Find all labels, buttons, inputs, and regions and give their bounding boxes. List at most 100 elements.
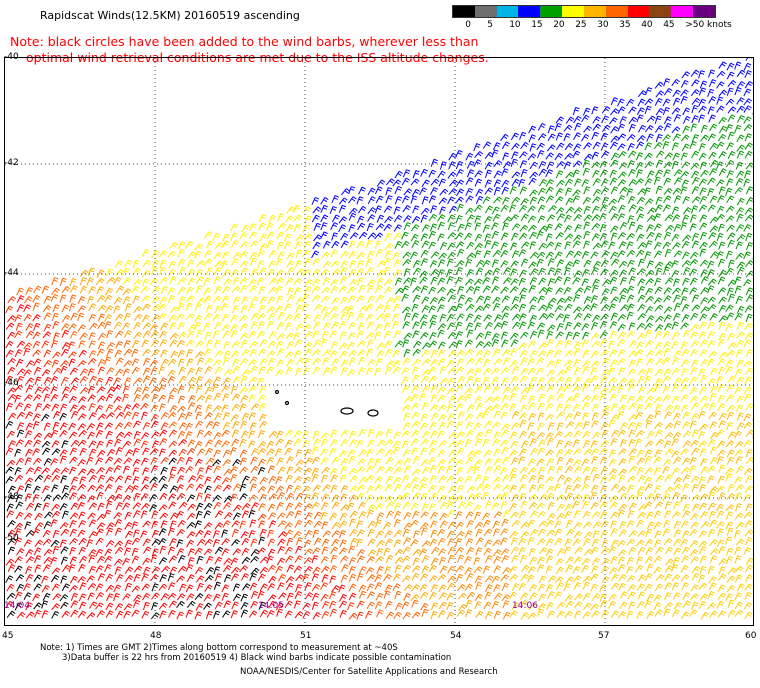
wind-barb xyxy=(611,483,620,492)
wind-barb xyxy=(87,484,96,493)
wind-barb xyxy=(581,323,590,331)
wind-barb xyxy=(520,531,530,539)
wind-barb xyxy=(241,224,250,233)
wind-barb xyxy=(16,375,25,384)
wind-barb xyxy=(473,557,481,566)
wind-barb xyxy=(673,547,682,556)
wind-barb xyxy=(204,574,214,582)
wind-barb xyxy=(636,322,646,330)
wind-barb xyxy=(169,276,177,285)
wind-barb xyxy=(691,232,700,242)
wind-barb xyxy=(491,367,500,375)
wind-barb xyxy=(619,422,629,430)
wind-barb xyxy=(590,491,598,501)
wind-barb xyxy=(682,234,692,242)
wind-barb xyxy=(745,537,753,546)
wind-barb xyxy=(618,241,627,250)
wind-barb xyxy=(384,233,393,242)
wind-barb xyxy=(680,359,690,368)
wind-barb xyxy=(457,592,467,600)
wind-barb xyxy=(349,529,358,537)
wind-barb xyxy=(689,609,698,617)
wind-barb xyxy=(421,342,431,350)
wind-barb xyxy=(464,413,474,421)
wind-barb xyxy=(222,449,231,458)
wind-barb xyxy=(302,439,310,448)
wind-barb xyxy=(709,367,718,376)
wind-barb xyxy=(564,261,574,269)
wind-barb xyxy=(403,584,413,592)
wind-barb xyxy=(275,565,284,574)
wind-barb xyxy=(87,512,97,520)
wind-barb xyxy=(727,114,736,123)
wind-barb xyxy=(565,206,575,214)
wind-barb xyxy=(277,311,286,320)
wind-barb xyxy=(438,557,446,566)
wind-barb xyxy=(474,305,484,313)
wind-barb xyxy=(395,287,404,295)
wind-barb xyxy=(169,339,178,348)
wind-barb xyxy=(619,591,628,599)
wind-barb xyxy=(466,572,474,581)
wind-barb xyxy=(681,314,690,322)
wind-barb xyxy=(439,501,448,510)
wind-barb xyxy=(546,458,555,466)
wind-barb xyxy=(646,224,654,233)
wind-barb xyxy=(689,251,699,259)
wind-barb xyxy=(734,601,744,610)
wind-barb xyxy=(69,330,78,339)
wind-barb xyxy=(520,521,530,529)
wind-barb xyxy=(15,402,24,410)
wind-barb xyxy=(285,366,293,376)
wind-barb xyxy=(312,547,321,555)
wind-barb xyxy=(295,304,304,313)
wind-barb xyxy=(258,536,266,545)
wind-barb xyxy=(734,609,744,617)
wind-barb xyxy=(322,312,331,321)
wind-barb xyxy=(582,581,590,590)
wind-barb xyxy=(132,339,140,348)
wind-barb xyxy=(142,269,151,278)
wind-barb xyxy=(725,556,734,565)
wind-barb xyxy=(446,501,455,510)
wind-barb xyxy=(637,546,646,555)
wind-barb xyxy=(752,147,753,150)
wind-barb xyxy=(122,557,131,566)
wind-barb xyxy=(221,404,229,413)
wind-barb xyxy=(665,448,674,456)
wind-barb xyxy=(257,447,267,455)
wind-barb xyxy=(583,448,593,456)
wind-barb xyxy=(520,168,528,178)
wind-barb xyxy=(600,511,608,520)
wind-barb xyxy=(7,315,16,323)
wind-barb xyxy=(421,240,430,249)
wind-barb xyxy=(123,348,133,356)
wind-barb xyxy=(365,367,374,376)
wind-barb xyxy=(32,314,41,322)
wind-barb xyxy=(439,206,447,215)
wind-barb xyxy=(716,485,726,494)
wind-barb xyxy=(384,366,393,375)
wind-barb xyxy=(322,240,331,249)
wind-barb xyxy=(591,284,599,293)
wind-barb xyxy=(664,582,673,591)
wind-barb xyxy=(250,590,259,599)
wind-barb xyxy=(421,305,430,313)
wind-barb xyxy=(699,321,708,330)
wind-barb xyxy=(259,385,267,394)
wind-barb xyxy=(151,260,160,268)
wind-barb xyxy=(707,106,715,115)
wind-barb xyxy=(275,602,284,611)
wind-barb xyxy=(646,315,655,323)
wind-barb xyxy=(646,387,656,395)
wind-barb xyxy=(430,205,438,214)
wind-barb xyxy=(187,384,196,393)
wind-barb xyxy=(385,475,394,484)
wind-barb xyxy=(16,429,25,438)
wind-barb xyxy=(464,339,473,348)
wind-barb xyxy=(502,567,511,575)
island-outline xyxy=(274,389,280,395)
wind-barb xyxy=(446,269,454,278)
wind-barb xyxy=(662,330,671,339)
wind-barb xyxy=(149,448,159,455)
